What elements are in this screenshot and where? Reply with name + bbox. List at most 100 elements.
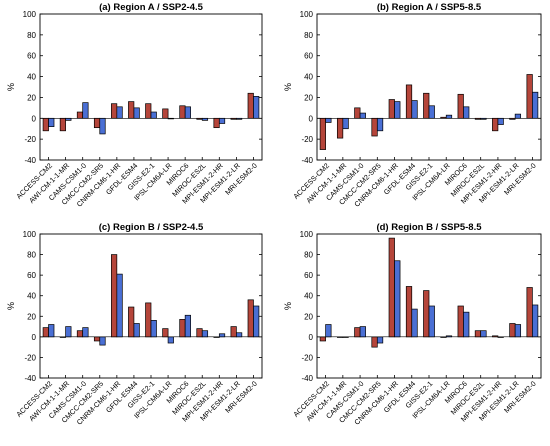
bar-series-0 [371, 117, 378, 137]
bar-series-1 [99, 117, 106, 135]
bar-series-1 [359, 112, 366, 119]
bar-series-1 [116, 273, 123, 338]
y-tick-label: -40 [301, 374, 313, 383]
bar-series-0 [111, 254, 118, 338]
bar-series-0 [145, 103, 152, 119]
y-axis-label: % [6, 302, 16, 310]
plot-frame [316, 233, 542, 379]
bar-series-1 [82, 102, 89, 119]
bar-series-0 [162, 328, 169, 338]
bar-series-1 [411, 100, 418, 119]
bar-series-1 [445, 114, 453, 119]
y-tick-label: 80 [27, 31, 36, 40]
chart-panel-0: (a) Region A / SSP2-4.5% -40 -20 0 20 40 60 80 1… [6, 2, 263, 209]
y-tick-label: -20 [301, 353, 313, 362]
bar-series-0 [423, 290, 430, 338]
y-tick-label: 40 [27, 292, 36, 301]
y-tick-label: 60 [27, 271, 36, 280]
y-tick-label: 100 [23, 10, 37, 19]
bar-series-1 [325, 117, 332, 123]
plot-frame [316, 13, 542, 161]
bar-series-0 [162, 108, 169, 119]
bar-series-0 [457, 305, 464, 338]
bar-series-1 [394, 260, 401, 338]
bar-series-0 [247, 92, 254, 119]
bar-series-1 [253, 96, 260, 119]
bar-series-0 [128, 306, 135, 338]
y-tick-label: 0 [32, 114, 37, 123]
chart-title: (b) Region A / SSP5-8.5 [377, 2, 482, 13]
bar-series-0 [179, 319, 186, 338]
bar-series-1 [218, 117, 226, 124]
bar-series-0 [319, 117, 326, 150]
bar-series-1 [65, 326, 72, 338]
bar-series-1 [150, 320, 157, 338]
bar-series-0 [76, 330, 84, 338]
bar-series-1 [48, 117, 55, 127]
bar-series-1 [463, 106, 470, 119]
y-tick-label: -40 [24, 374, 36, 383]
bar-series-1 [218, 333, 226, 338]
y-tick-label: -40 [301, 156, 313, 165]
bar-series-0 [423, 92, 430, 119]
bar-series-1 [480, 330, 487, 338]
bar-series-0 [42, 117, 49, 132]
bar-series-1 [394, 101, 401, 119]
bar-series-0 [354, 107, 361, 119]
bar-series-0 [354, 327, 361, 338]
bar-series-1 [201, 117, 209, 121]
y-tick-label: 20 [304, 312, 313, 321]
y-tick-label: 0 [309, 333, 314, 342]
bar-series-0 [247, 299, 254, 338]
bar-series-0 [76, 111, 84, 119]
bar-series-1 [342, 117, 349, 130]
bar-series-1 [514, 324, 522, 338]
bar-series-0 [405, 286, 413, 338]
y-tick-label: 40 [304, 73, 313, 82]
bar-series-1 [428, 305, 435, 338]
bar-series-0 [509, 323, 516, 338]
y-axis-label: % [283, 83, 293, 91]
bar-series-0 [388, 99, 395, 119]
bar-series-1 [201, 330, 209, 338]
bar-series-0 [388, 237, 395, 338]
y-tick-label: 80 [304, 251, 313, 260]
bar-series-1 [428, 105, 435, 119]
bar-series-1 [532, 91, 539, 119]
bar-series-1 [376, 336, 384, 344]
y-tick-label: 60 [304, 271, 313, 280]
bar-series-1 [376, 117, 384, 132]
bar-series-0 [492, 117, 499, 132]
bar-series-1 [325, 324, 332, 338]
y-tick-label: 20 [304, 93, 313, 102]
bar-series-0 [457, 93, 464, 119]
bar-series-0 [526, 287, 533, 338]
bar-series-1 [463, 311, 470, 338]
bar-series-1 [359, 326, 366, 338]
y-tick-label: 100 [23, 230, 37, 239]
y-axis-label: % [283, 302, 293, 310]
chart-panel-2: (c) Region B / SSP2-4.5% -40 -20 0 20 40 60 80 1… [6, 222, 263, 427]
bar-series-0 [111, 103, 118, 119]
y-tick-label: 80 [27, 251, 36, 260]
y-tick-label: 0 [32, 333, 37, 342]
y-tick-label: 60 [27, 52, 36, 61]
bar-series-1 [411, 308, 418, 338]
bar-series-1 [497, 117, 504, 125]
bar-series-0 [93, 336, 101, 342]
bar-series-1 [48, 324, 55, 338]
bar-series-0 [93, 117, 101, 129]
bar-series-1 [133, 323, 140, 338]
y-tick-label: 100 [300, 230, 314, 239]
chart-panel-1: (b) Region A / SSP5-8.5% -40 -20 0 20 40 60 80 1… [283, 2, 542, 209]
bar-series-0 [179, 105, 186, 119]
y-tick-label: 40 [27, 73, 36, 82]
bar-series-1 [99, 336, 106, 346]
bar-series-0 [213, 117, 220, 129]
bar-series-1 [150, 111, 157, 119]
bar-series-0 [42, 327, 49, 338]
bar-series-0 [128, 101, 135, 119]
y-tick-label: -20 [24, 135, 36, 144]
bar-series-0 [336, 117, 344, 139]
